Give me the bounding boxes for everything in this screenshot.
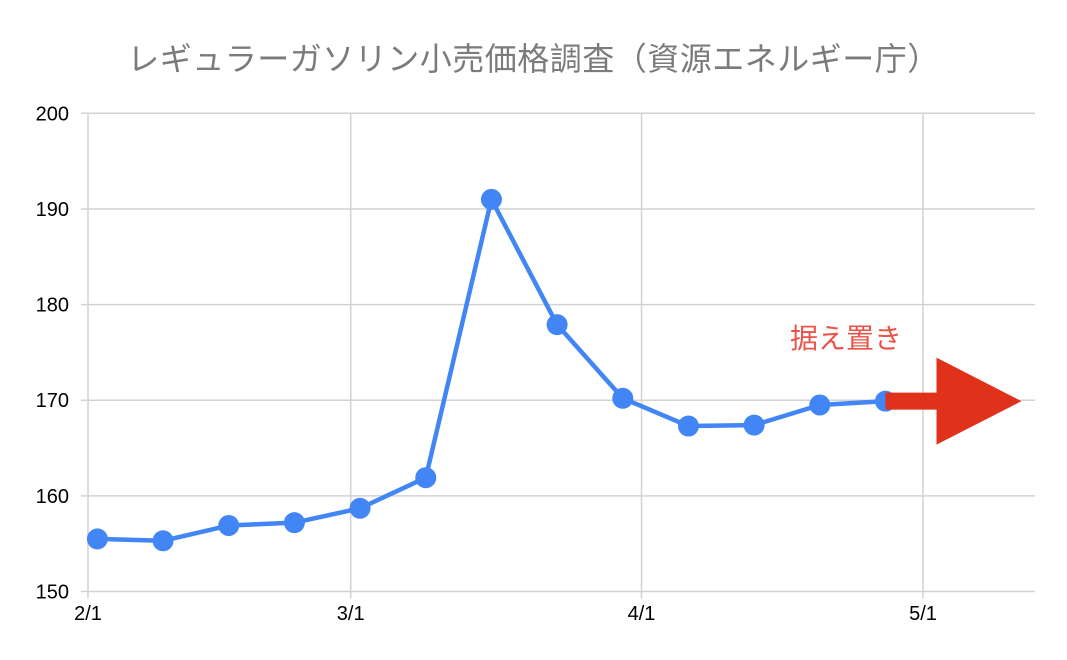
data-point — [218, 515, 240, 537]
data-point — [86, 528, 108, 550]
y-tick-label: 180 — [36, 295, 69, 317]
x-tick-label: 4/1 — [628, 603, 656, 625]
data-point — [480, 188, 502, 210]
data-point — [283, 512, 305, 534]
data-point — [612, 387, 634, 409]
y-tick-label: 150 — [36, 582, 69, 604]
x-tick-label: 2/1 — [74, 603, 102, 625]
chart-title: レギュラーガソリン小売価格調査（資源エネルギー庁） — [127, 41, 940, 77]
y-tick-label: 200 — [36, 103, 69, 125]
data-point — [349, 497, 371, 519]
y-tick-label: 190 — [36, 199, 69, 221]
x-tick-label: 3/1 — [337, 603, 365, 625]
x-tick-label: 5/1 — [909, 603, 937, 625]
data-point — [677, 415, 699, 437]
data-point — [415, 467, 437, 489]
data-point — [546, 314, 568, 336]
y-tick-label: 170 — [36, 390, 69, 412]
data-point — [809, 394, 831, 416]
y-tick-label: 160 — [36, 486, 69, 508]
annotation-label: 据え置き — [790, 323, 902, 354]
trend-arrow — [885, 357, 1022, 445]
price-line — [95, 197, 888, 544]
data-point — [743, 414, 765, 436]
data-point — [152, 530, 174, 552]
